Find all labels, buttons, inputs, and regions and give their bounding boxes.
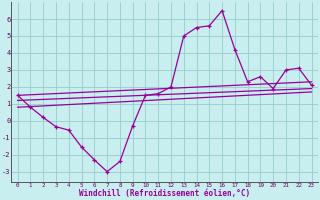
X-axis label: Windchill (Refroidissement éolien,°C): Windchill (Refroidissement éolien,°C) bbox=[79, 189, 250, 198]
